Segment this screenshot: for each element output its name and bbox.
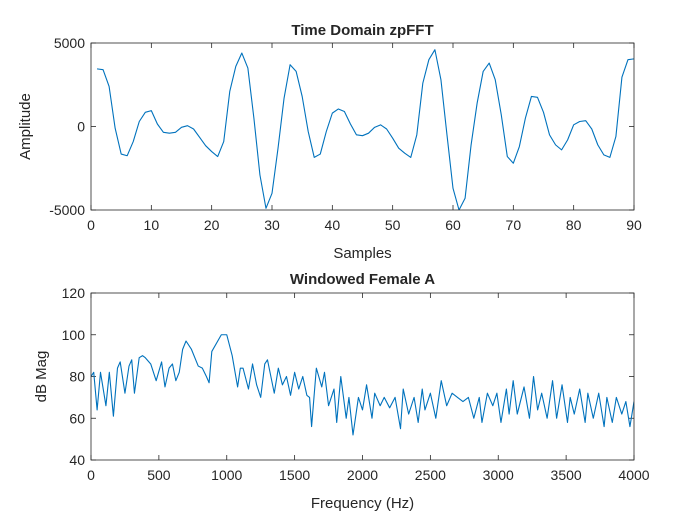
x-tick-label: 3500 — [551, 467, 582, 483]
x-tick-label: 4000 — [618, 467, 649, 483]
x-tick-label: 40 — [325, 217, 341, 233]
y-tick-label: 100 — [62, 327, 86, 343]
plot-area-frame — [90, 42, 635, 211]
x-axis-label: Samples — [333, 245, 391, 262]
y-tick-label: 60 — [69, 410, 85, 426]
x-tick-label: 70 — [506, 217, 522, 233]
y-axis-label: dB Mag — [33, 351, 50, 403]
y-tick-label: 5000 — [54, 35, 85, 51]
y-axis-label: Amplitude — [17, 93, 34, 160]
x-tick-label: 2000 — [347, 467, 378, 483]
x-tick-label: 60 — [445, 217, 461, 233]
y-tick-label: 0 — [77, 119, 85, 135]
plot-area-background — [91, 293, 634, 460]
x-tick-label: 90 — [626, 217, 642, 233]
y-tick-label: -5000 — [49, 202, 85, 218]
plot-area-background — [91, 43, 634, 210]
y-tick-label: 80 — [69, 369, 85, 385]
x-tick-label: 0 — [87, 467, 95, 483]
chart-title: Windowed Female A — [290, 271, 435, 288]
series-line — [96, 49, 634, 210]
x-tick-label: 50 — [385, 217, 401, 233]
x-tick-label: 1500 — [279, 467, 310, 483]
windowed-spectrum-panel: 0 500 1000 1500 2000 2500 3000 3500 4000 40 60 80 10… — [33, 271, 650, 512]
x-tick-label: 500 — [147, 467, 171, 483]
x-tick-label: 10 — [144, 217, 160, 233]
x-tick-label: 3000 — [483, 467, 514, 483]
x-tick-label: 20 — [204, 217, 220, 233]
y-tick-label: 120 — [62, 285, 86, 301]
plot-area-frame — [90, 292, 635, 461]
series-line — [91, 334, 634, 436]
x-tick-label: 1000 — [211, 467, 242, 483]
chart-title: Time Domain zpFFT — [291, 22, 433, 39]
x-tick-label: 2500 — [415, 467, 446, 483]
x-axis-label: Frequency (Hz) — [311, 495, 414, 512]
x-tick-label: 80 — [566, 217, 582, 233]
x-tick-label: 0 — [87, 217, 95, 233]
x-tick-label: 30 — [264, 217, 280, 233]
windowed-spectrum-marks: 0 500 1000 1500 2000 2500 3000 3500 4000 40 60 80 10… — [62, 285, 650, 483]
y-tick-label: 40 — [69, 452, 85, 468]
